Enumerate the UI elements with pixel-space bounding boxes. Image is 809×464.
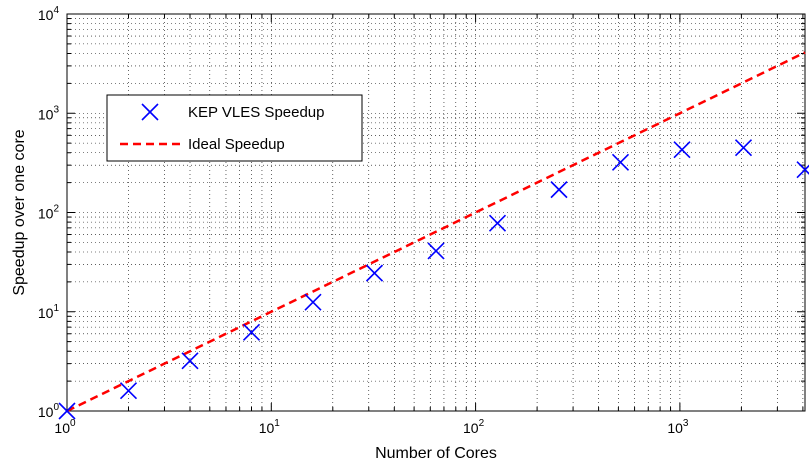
kep-speedup-point bbox=[427, 242, 445, 260]
tick-labels: 100 101 102 103 100 101 102 103 104 bbox=[38, 5, 689, 436]
kep-speedup-point bbox=[304, 293, 322, 311]
kep-speedup-point bbox=[488, 214, 507, 232]
legend-label-ideal: Ideal Speedup bbox=[188, 136, 285, 153]
x-marker-stroke bbox=[550, 181, 568, 199]
grid bbox=[66, 14, 805, 411]
x-marker-stroke bbox=[734, 139, 753, 157]
legend-x-marker bbox=[141, 103, 159, 121]
x-marker-stroke bbox=[58, 402, 76, 420]
kep-speedup-point bbox=[550, 181, 568, 199]
x-marker-stroke bbox=[427, 242, 445, 260]
x-marker-stroke bbox=[365, 264, 384, 282]
x-marker-stroke bbox=[141, 103, 159, 121]
kep-speedup-point bbox=[119, 382, 138, 400]
kep-speedup-point bbox=[181, 352, 199, 370]
x-marker-stroke bbox=[488, 214, 507, 232]
ticks bbox=[66, 14, 805, 411]
kep-speedup-point bbox=[673, 141, 691, 159]
kep-speedup-point bbox=[58, 402, 76, 420]
y-tick-label: 103 bbox=[38, 104, 60, 122]
y-tick-label: 102 bbox=[38, 204, 60, 222]
x-tick-label: 100 bbox=[54, 418, 76, 436]
x-marker-stroke bbox=[304, 293, 322, 311]
y-axis-title: Speedup over one core bbox=[11, 129, 28, 295]
ideal-speedup-line bbox=[66, 51, 806, 413]
kep-speedup-point bbox=[796, 161, 809, 179]
x-tick-label: 101 bbox=[259, 418, 281, 436]
kep-speedup-point bbox=[611, 153, 630, 171]
x-tick-label: 102 bbox=[463, 418, 485, 436]
x-tick-label: 103 bbox=[667, 418, 689, 436]
legend: KEP VLES Speedup Ideal Speedup bbox=[106, 94, 363, 162]
y-tick-label: 101 bbox=[38, 303, 60, 321]
y-tick-label: 100 bbox=[38, 402, 60, 420]
x-marker-stroke bbox=[181, 352, 199, 370]
x-marker-stroke bbox=[119, 382, 138, 400]
kep-speedup-point bbox=[365, 264, 384, 282]
x-marker-stroke bbox=[796, 164, 809, 179]
kep-speedup-point bbox=[242, 323, 261, 341]
x-marker-stroke bbox=[673, 141, 691, 159]
x-axis-title: Number of Cores bbox=[375, 445, 497, 462]
kep-speedup-point bbox=[734, 139, 753, 157]
legend-box bbox=[106, 94, 363, 162]
series-layer bbox=[58, 51, 809, 420]
y-tick-label: 104 bbox=[38, 5, 60, 23]
x-marker-stroke bbox=[242, 323, 261, 341]
x-marker-stroke bbox=[611, 153, 630, 171]
legend-label-kep: KEP VLES Speedup bbox=[188, 104, 325, 121]
